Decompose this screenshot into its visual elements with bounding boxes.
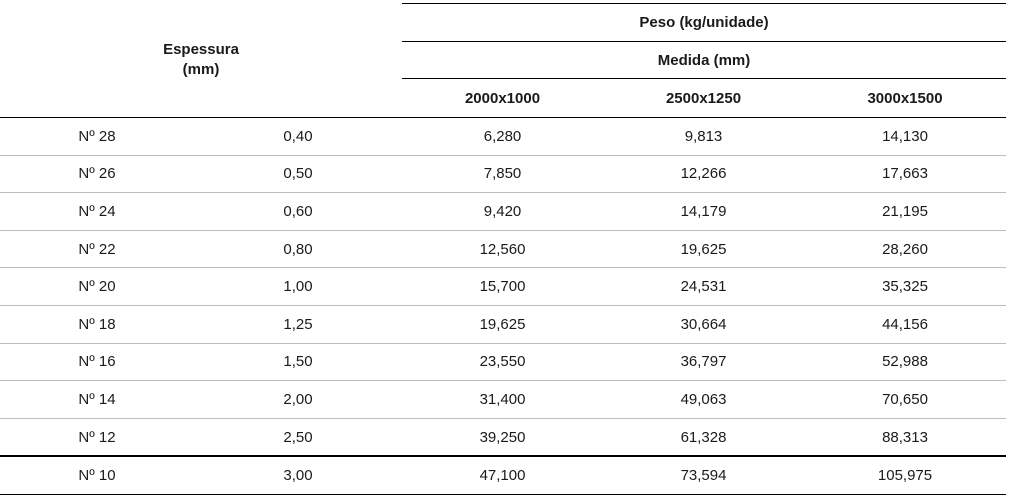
weight-3000x1500-cell: 21,195	[804, 192, 1007, 231]
dim-header-3000x1500: 3000x1500	[804, 78, 1007, 118]
weight-3000x1500-cell: 35,325	[804, 267, 1007, 306]
weight-2000x1000-cell: 12,560	[402, 230, 604, 269]
weight-2500x1250-cell: 24,531	[603, 267, 805, 306]
medida-header: Medida (mm)	[402, 41, 1007, 79]
weight-2500x1250-cell: 36,797	[603, 343, 805, 382]
table-row: Nº 18 1,25 19,625 30,664 44,156	[0, 305, 1007, 344]
weight-3000x1500-cell: 52,988	[804, 343, 1007, 382]
weight-2500x1250-cell: 14,179	[603, 192, 805, 231]
gauge-cell: Nº 28	[0, 117, 194, 156]
weight-2000x1000-cell: 23,550	[402, 343, 604, 382]
thickness-cell: 1,25	[194, 305, 403, 344]
weight-2000x1000-cell: 9,420	[402, 192, 604, 231]
weight-2500x1250-cell: 73,594	[603, 455, 805, 495]
weight-3000x1500-cell: 17,663	[804, 155, 1007, 194]
thickness-cell: 0,80	[194, 230, 403, 269]
espessura-header: Espessura (mm)	[0, 3, 403, 118]
dim-header-2000x1000: 2000x1000	[402, 78, 604, 118]
thickness-cell: 2,50	[194, 418, 403, 457]
gauge-cell: Nº 10	[0, 455, 194, 495]
weight-2500x1250-cell: 12,266	[603, 155, 805, 194]
gauge-cell: Nº 24	[0, 192, 194, 231]
weight-2000x1000-cell: 19,625	[402, 305, 604, 344]
thickness-cell: 0,50	[194, 155, 403, 194]
gauge-cell: Nº 12	[0, 418, 194, 457]
thickness-cell: 0,60	[194, 192, 403, 231]
weight-2000x1000-cell: 7,850	[402, 155, 604, 194]
weight-2000x1000-cell: 6,280	[402, 117, 604, 156]
weight-2500x1250-cell: 61,328	[603, 418, 805, 457]
thickness-cell: 2,00	[194, 380, 403, 419]
gauge-cell: Nº 22	[0, 230, 194, 269]
weight-3000x1500-cell: 70,650	[804, 380, 1007, 419]
weight-2500x1250-cell: 19,625	[603, 230, 805, 269]
weight-3000x1500-cell: 105,975	[804, 455, 1007, 495]
thickness-cell: 3,00	[194, 455, 403, 495]
thickness-cell: 0,40	[194, 117, 403, 156]
gauge-cell: Nº 16	[0, 343, 194, 382]
dim-header-2500x1250: 2500x1250	[603, 78, 805, 118]
weight-3000x1500-cell: 44,156	[804, 305, 1007, 344]
table-row: Nº 24 0,60 9,420 14,179 21,195	[0, 192, 1007, 231]
weight-2500x1250-cell: 9,813	[603, 117, 805, 156]
peso-header: Peso (kg/unidade)	[402, 3, 1007, 42]
weight-3000x1500-cell: 14,130	[804, 117, 1007, 156]
weight-table: Espessura (mm) Peso (kg/unidade) Medida …	[0, 3, 1007, 495]
table-row: Nº 16 1,50 23,550 36,797 52,988	[0, 343, 1007, 382]
table-header: Espessura (mm) Peso (kg/unidade) Medida …	[0, 3, 1007, 118]
weight-2000x1000-cell: 31,400	[402, 380, 604, 419]
table-body: Nº 28 0,40 6,280 9,813 14,130 Nº 26 0,50 7,850 1…	[0, 117, 1007, 495]
weight-2500x1250-cell: 49,063	[603, 380, 805, 419]
table-row: Nº 28 0,40 6,280 9,813 14,130	[0, 117, 1007, 156]
table-row: Nº 14 2,00 31,400 49,063 70,650	[0, 380, 1007, 419]
table-row: Nº 22 0,80 12,560 19,625 28,260	[0, 230, 1007, 269]
weight-2000x1000-cell: 15,700	[402, 267, 604, 306]
thickness-cell: 1,50	[194, 343, 403, 382]
gauge-cell: Nº 26	[0, 155, 194, 194]
gauge-cell: Nº 14	[0, 380, 194, 419]
table-row: Nº 20 1,00 15,700 24,531 35,325	[0, 267, 1007, 306]
weight-3000x1500-cell: 28,260	[804, 230, 1007, 269]
weight-2000x1000-cell: 39,250	[402, 418, 604, 457]
weight-3000x1500-cell: 88,313	[804, 418, 1007, 457]
gauge-cell: Nº 20	[0, 267, 194, 306]
table-row: Nº 26 0,50 7,850 12,266 17,663	[0, 155, 1007, 194]
espessura-label: Espessura	[163, 41, 239, 59]
thickness-cell: 1,00	[194, 267, 403, 306]
table-row: Nº 12 2,50 39,250 61,328 88,313	[0, 418, 1007, 457]
espessura-unit: (mm)	[182, 61, 220, 79]
gauge-cell: Nº 18	[0, 305, 194, 344]
weight-2000x1000-cell: 47,100	[402, 455, 604, 495]
weight-2500x1250-cell: 30,664	[603, 305, 805, 344]
table-row: Nº 10 3,00 47,100 73,594 105,975	[0, 455, 1007, 495]
